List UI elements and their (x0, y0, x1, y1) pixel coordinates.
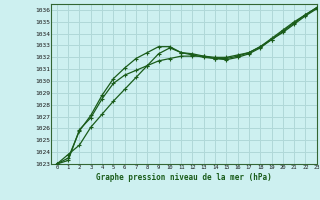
X-axis label: Graphe pression niveau de la mer (hPa): Graphe pression niveau de la mer (hPa) (96, 173, 272, 182)
